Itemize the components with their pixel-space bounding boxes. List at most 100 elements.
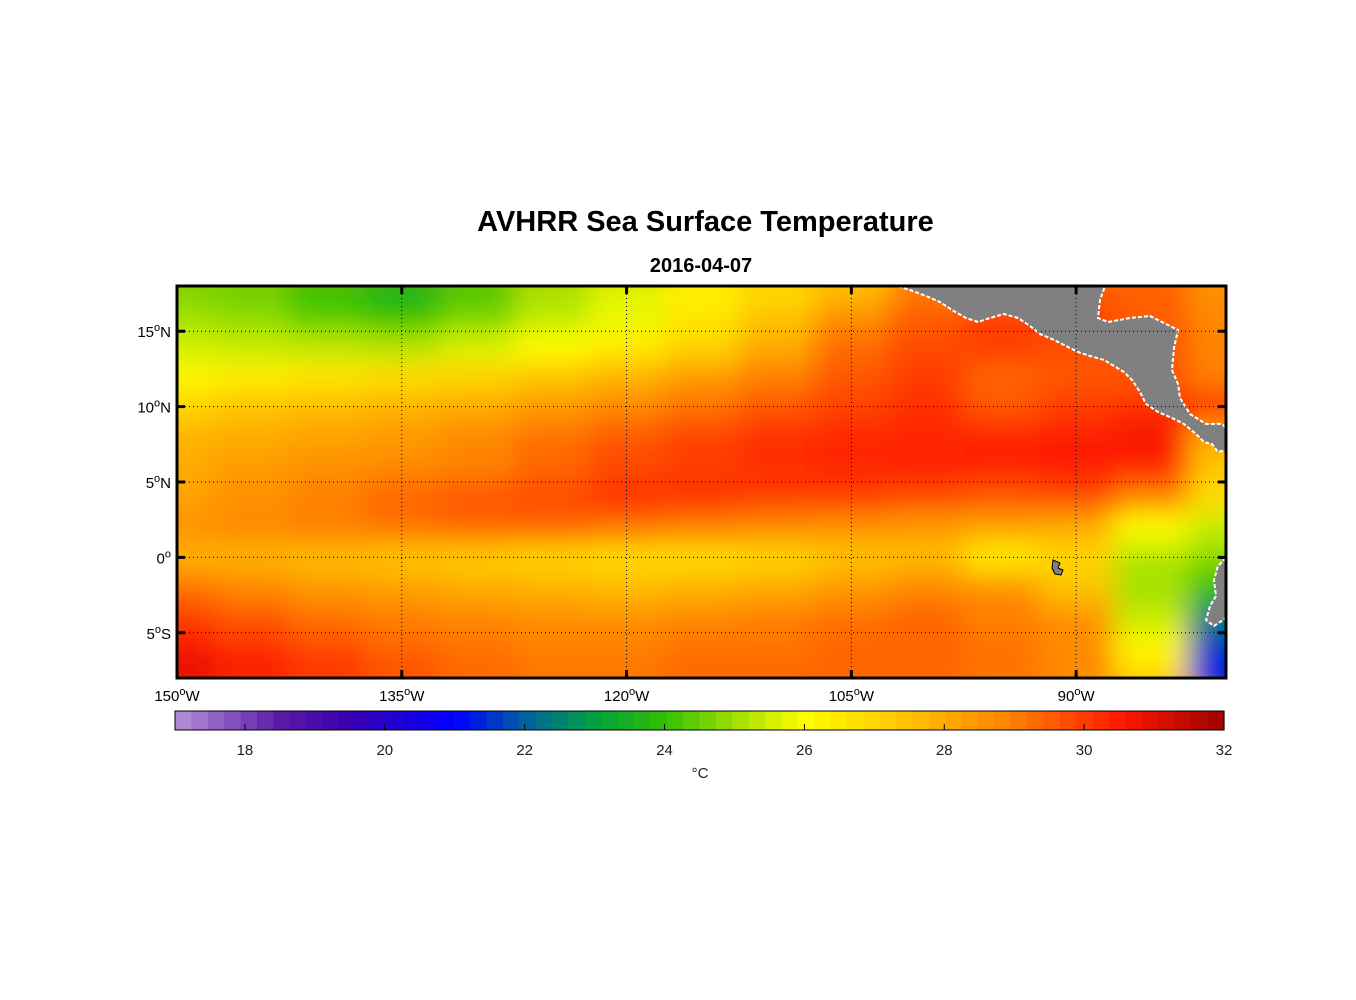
colorbar-cell bbox=[912, 711, 930, 730]
sst-cell bbox=[439, 361, 516, 393]
colorbar-tick-label: 26 bbox=[796, 742, 813, 759]
lon-tick-label: 90oW bbox=[1058, 686, 1096, 705]
sst-cell bbox=[738, 331, 815, 363]
sst-cell bbox=[514, 421, 591, 453]
colorbar-cell bbox=[1043, 711, 1061, 730]
sst-cell bbox=[1113, 421, 1190, 453]
colorbar-cell bbox=[1142, 711, 1160, 730]
sst-cell bbox=[664, 331, 740, 363]
colorbar-cell bbox=[1010, 711, 1028, 730]
sst-cell bbox=[514, 662, 591, 678]
sst-cell bbox=[963, 572, 1040, 604]
colorbar-cell bbox=[945, 711, 963, 730]
colorbar-cell bbox=[486, 711, 504, 730]
sst-cell bbox=[738, 512, 815, 544]
sst-cell bbox=[888, 331, 965, 363]
sst-cell bbox=[589, 482, 666, 514]
colorbar-cell bbox=[568, 711, 586, 730]
colorbar-cell bbox=[797, 711, 815, 730]
sst-cell bbox=[1188, 512, 1226, 544]
sst-cell bbox=[439, 572, 516, 604]
sst-cell bbox=[514, 301, 591, 333]
sst-cell bbox=[963, 482, 1040, 514]
sst-cell bbox=[439, 301, 516, 333]
sst-cell bbox=[738, 301, 815, 333]
colorbar-tick-label: 18 bbox=[237, 742, 254, 759]
sst-cell bbox=[1188, 301, 1226, 333]
colorbar-cell bbox=[224, 711, 242, 730]
colorbar-cell bbox=[683, 711, 701, 730]
sst-cell bbox=[289, 602, 366, 634]
colorbar-cell bbox=[191, 711, 209, 730]
sst-cell bbox=[439, 512, 516, 544]
sst-cell bbox=[738, 542, 815, 574]
sst-cell bbox=[177, 482, 216, 514]
sst-cell bbox=[1188, 451, 1226, 483]
colorbar-cell bbox=[781, 711, 799, 730]
sst-cell bbox=[214, 331, 291, 363]
colorbar-cell bbox=[617, 711, 635, 730]
colorbar-cell bbox=[551, 711, 569, 730]
sst-cell bbox=[888, 361, 965, 393]
lat-tick-label: 0o bbox=[157, 548, 171, 567]
colorbar-cell bbox=[601, 711, 619, 730]
sst-cell bbox=[813, 301, 890, 333]
sst-cell bbox=[1113, 286, 1190, 303]
lat-tick-label: 5oS bbox=[147, 624, 171, 643]
sst-cell bbox=[738, 286, 815, 303]
sst-cell bbox=[813, 331, 890, 363]
sst-cell bbox=[813, 361, 890, 393]
sst-cell bbox=[738, 572, 815, 604]
colorbar-tick-label: 32 bbox=[1216, 742, 1233, 759]
sst-cell bbox=[664, 602, 740, 634]
sst-cell bbox=[738, 391, 815, 423]
sst-cell bbox=[364, 391, 441, 423]
colorbar: 18 20 22 24 26 28 30 32 °C bbox=[174, 710, 1233, 782]
sst-cell bbox=[1113, 512, 1190, 544]
sst-cell bbox=[1188, 662, 1226, 678]
colorbar-cell bbox=[240, 711, 258, 730]
colorbar-cell bbox=[896, 711, 914, 730]
colorbar-cell bbox=[1060, 711, 1078, 730]
sst-cell bbox=[214, 602, 291, 634]
sst-cell bbox=[214, 632, 291, 664]
sst-cell bbox=[214, 361, 291, 393]
colorbar-cell bbox=[437, 711, 455, 730]
sst-cell bbox=[963, 662, 1040, 678]
colorbar-cell bbox=[715, 711, 733, 730]
colorbar-cell bbox=[273, 711, 291, 730]
sst-cell bbox=[364, 482, 441, 514]
colorbar-cell bbox=[863, 711, 881, 730]
sst-cell bbox=[514, 512, 591, 544]
sst-cell bbox=[664, 512, 740, 544]
colorbar-cell bbox=[1158, 711, 1176, 730]
colorbar-cell bbox=[453, 711, 471, 730]
colorbar-tick-label: 22 bbox=[516, 742, 533, 759]
sst-cell bbox=[738, 632, 815, 664]
sst-cell bbox=[813, 421, 890, 453]
colorbar-cell bbox=[1109, 711, 1127, 730]
sst-cell bbox=[364, 632, 441, 664]
sst-cell bbox=[364, 542, 441, 574]
sst-cell bbox=[813, 451, 890, 483]
sst-cell bbox=[439, 451, 516, 483]
sst-cell bbox=[1113, 482, 1190, 514]
lat-tick-label: 5oN bbox=[146, 473, 171, 492]
sst-cell bbox=[364, 301, 441, 333]
sst-cell bbox=[289, 662, 366, 678]
colorbar-cell bbox=[519, 711, 537, 730]
sst-cell bbox=[1113, 602, 1190, 634]
colorbar-cell bbox=[847, 711, 865, 730]
lon-tick-label: 135oW bbox=[379, 686, 425, 705]
sst-cell bbox=[664, 662, 740, 678]
colorbar-cell bbox=[928, 711, 946, 730]
sst-cell bbox=[813, 286, 890, 303]
colorbar-tick-label: 30 bbox=[1076, 742, 1093, 759]
sst-cell bbox=[289, 572, 366, 604]
sst-cell bbox=[214, 572, 291, 604]
sst-cell bbox=[963, 632, 1040, 664]
sst-cell bbox=[589, 301, 666, 333]
land-layer bbox=[896, 286, 1226, 628]
sst-cell bbox=[514, 602, 591, 634]
sst-cell bbox=[439, 662, 516, 678]
